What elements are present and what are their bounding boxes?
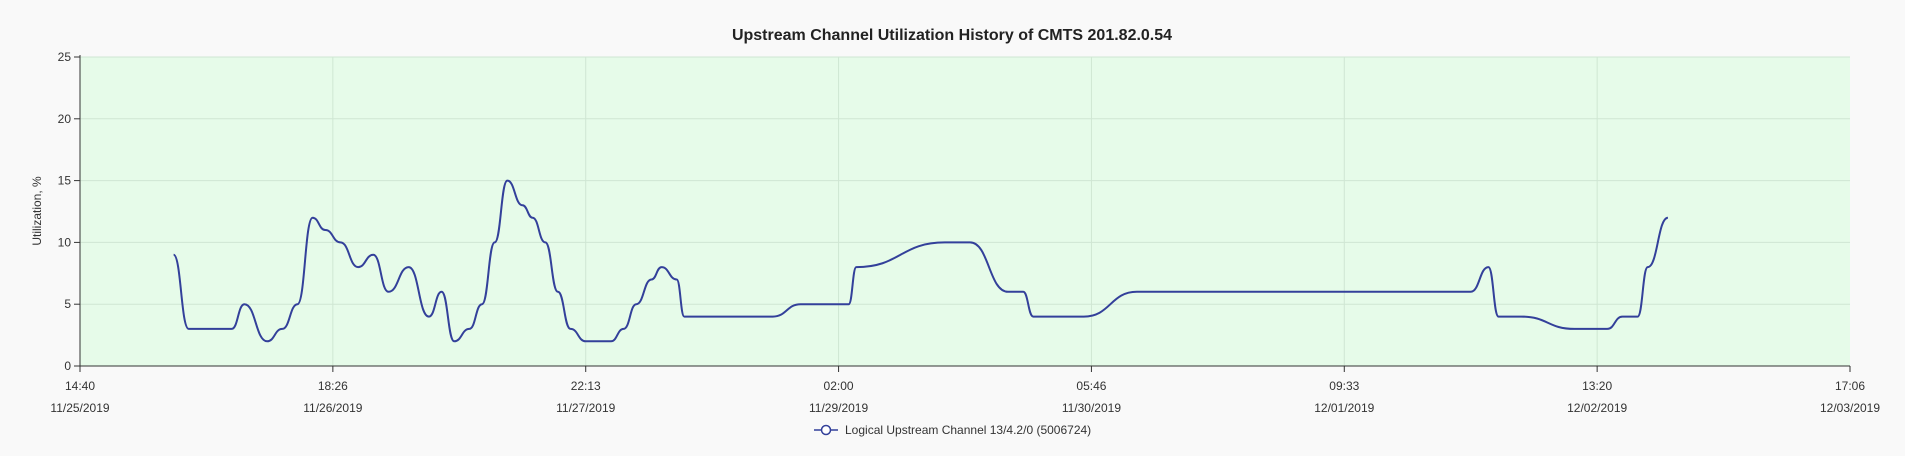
x-tick-label-date: 12/02/2019 xyxy=(1567,401,1627,415)
y-tick-label: 0 xyxy=(64,359,71,373)
chart-title: Upstream Channel Utilization History of … xyxy=(732,27,1172,44)
grid-lines xyxy=(80,56,1850,366)
y-tick-label: 15 xyxy=(58,174,72,188)
x-tick-label-time: 22:13 xyxy=(571,379,601,393)
y-tick-labels: 0 5 10 15 20 25 xyxy=(58,50,72,373)
plot-area xyxy=(80,57,1850,366)
x-tick-label-time: 14:40 xyxy=(65,379,95,393)
x-tick-label-date: 11/30/2019 xyxy=(1062,401,1121,415)
legend-label: Logical Upstream Channel 13/4.2/0 (50067… xyxy=(845,423,1091,437)
y-tick-label: 10 xyxy=(58,235,72,249)
x-tick-label-time: 17:06 xyxy=(1835,379,1865,393)
x-tick-label-time: 18:26 xyxy=(318,379,348,393)
series-line[interactable] xyxy=(172,179,1669,343)
legend[interactable]: Logical Upstream Channel 13/4.2/0 (50067… xyxy=(814,423,1091,437)
x-tick-label-date: 12/01/2019 xyxy=(1314,401,1374,415)
x-tick-label-date: 12/03/2019 xyxy=(1820,401,1880,415)
y-tick-label: 20 xyxy=(58,112,72,126)
x-tick-label-date: 11/27/2019 xyxy=(556,401,615,415)
legend-marker-icon xyxy=(820,424,832,436)
x-tick-label-date: 11/25/2019 xyxy=(50,401,109,415)
axes xyxy=(74,55,1851,372)
y-tick-label: 5 xyxy=(64,297,71,311)
y-tick-label: 25 xyxy=(58,50,72,64)
x-tick-label-time: 02:00 xyxy=(824,379,854,393)
x-tick-label-time: 09:33 xyxy=(1329,379,1359,393)
series-group xyxy=(172,179,1669,343)
x-tick-label-time: 13:20 xyxy=(1582,379,1612,393)
y-axis-title: Utilization, % xyxy=(30,176,44,246)
x-tick-label-date: 11/29/2019 xyxy=(809,401,868,415)
x-tick-label-date: 11/26/2019 xyxy=(303,401,362,415)
x-tick-labels: 14:40 11/25/2019 18:26 11/26/2019 22:13 11/27… xyxy=(50,379,1880,415)
x-tick-label-time: 05:46 xyxy=(1076,379,1106,393)
